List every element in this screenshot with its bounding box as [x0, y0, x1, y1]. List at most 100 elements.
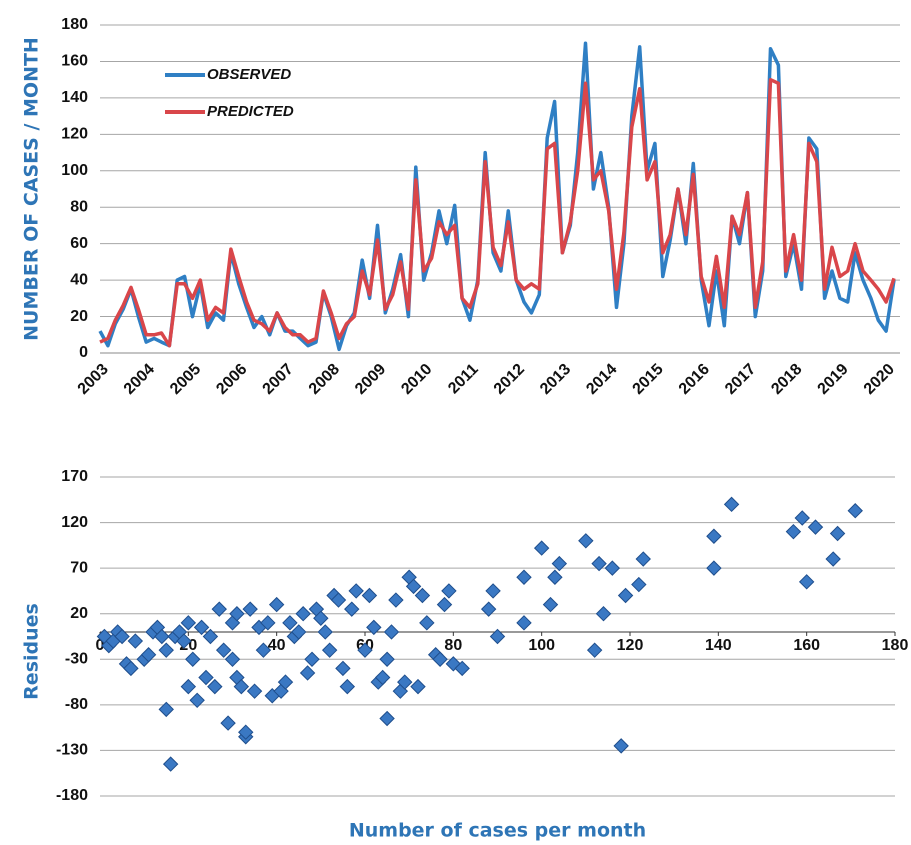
scatter-point	[794, 510, 810, 526]
scatter-point	[313, 610, 329, 626]
y-tick-label: -80	[65, 696, 88, 713]
scatter-point	[542, 596, 559, 613]
y-tick-label: 120	[61, 126, 88, 143]
scatter-point	[154, 628, 170, 645]
scatter-point	[379, 651, 395, 667]
scatter-point	[114, 628, 130, 645]
scatter-point	[123, 660, 139, 677]
scatter-point	[339, 678, 356, 695]
x-tick-label: 2020	[861, 361, 898, 398]
scatter-point	[410, 678, 426, 695]
scatter-point	[260, 615, 276, 631]
scatter-point	[140, 647, 157, 663]
scatter-point	[706, 560, 722, 576]
scatter-point	[366, 619, 382, 636]
scatter-point	[215, 642, 232, 658]
scatter-point	[723, 496, 740, 513]
scatter-point	[246, 683, 263, 699]
legend-label: OBSERVED	[207, 66, 291, 83]
scatter-point	[207, 678, 223, 695]
scatter-point	[485, 583, 501, 599]
scatter-point	[304, 651, 320, 667]
y-tick-label: 170	[61, 468, 88, 485]
scatter-point	[613, 738, 629, 754]
x-tick-label: 120	[617, 637, 644, 654]
scatter-point	[291, 624, 307, 640]
x-tick-label: 2013	[537, 361, 574, 398]
scatter-point	[829, 525, 846, 542]
y-tick-label: 180	[61, 16, 88, 33]
scatter-point	[220, 715, 236, 731]
scatter-point	[357, 642, 373, 658]
scatter-point	[374, 669, 391, 686]
scatter-point	[847, 503, 863, 519]
scatter-point	[330, 592, 347, 608]
scatter-point	[176, 633, 192, 649]
scatter-point	[224, 651, 241, 667]
x-tick-label: 2017	[722, 361, 759, 398]
scatter-point	[335, 660, 351, 677]
x-tick-label: 2012	[491, 361, 528, 398]
scatter-point	[432, 651, 448, 667]
y-tick-label: 100	[61, 162, 88, 179]
y-axis-title: NUMBER OF CASES / MONTH	[21, 37, 43, 341]
y-tick-label: 140	[61, 89, 88, 106]
scatter-point	[489, 628, 506, 645]
x-tick-label: 2007	[260, 361, 297, 398]
scatter-point	[807, 519, 824, 535]
scatter-point	[551, 555, 568, 572]
scatter-point	[238, 724, 254, 740]
y-tick-label: 40	[70, 271, 88, 288]
y-tick-label: 80	[70, 198, 88, 215]
scatter-point	[631, 576, 647, 593]
scatter-point	[344, 601, 360, 617]
scatter-point	[388, 592, 404, 608]
x-tick-label: 80	[444, 637, 462, 654]
scatter-point	[158, 642, 174, 658]
scatter-point	[202, 628, 219, 645]
x-tick-label: 2009	[352, 361, 389, 398]
scatter-point	[180, 678, 197, 695]
scatter-point	[516, 615, 532, 631]
scatter-point	[604, 560, 621, 576]
scatter-point	[578, 533, 594, 549]
scatter-point	[454, 660, 470, 677]
scatter-point	[299, 665, 316, 681]
x-tick-label: 2005	[167, 361, 204, 398]
scatter-point	[414, 587, 431, 604]
x-tick-label: 40	[268, 637, 286, 654]
data-line	[99, 77, 896, 348]
scatter-point	[436, 596, 453, 613]
scatter-point	[180, 615, 197, 631]
scatter-point	[383, 624, 400, 640]
scatter-point	[268, 596, 285, 613]
scatter-point	[706, 528, 722, 544]
scatter-point	[595, 606, 612, 622]
scatter-point	[586, 642, 603, 658]
x-tick-label: 0	[96, 637, 105, 654]
scatter-point	[480, 601, 497, 617]
x-tick-label: 2003	[75, 361, 112, 398]
scatter-point	[317, 624, 333, 640]
scatter-point	[198, 669, 214, 686]
x-tick-label: 2006	[213, 361, 250, 398]
y-tick-label: -130	[56, 742, 88, 759]
x-tick-label: 140	[705, 637, 732, 654]
scatter-point	[282, 615, 298, 631]
scatter-point	[516, 569, 532, 585]
scatter-point	[419, 615, 435, 631]
x-tick-label: 2010	[398, 361, 435, 398]
y-tick-label: 70	[70, 559, 88, 576]
scatter-point	[785, 523, 802, 540]
scatter-point	[321, 642, 338, 658]
x-tick-label: 2004	[121, 361, 158, 398]
y-tick-label: 20	[70, 308, 88, 325]
scatter-point	[127, 633, 144, 649]
scatter-point	[348, 583, 364, 599]
x-tick-label: 180	[882, 637, 909, 654]
x-tick-label: 2014	[583, 361, 620, 398]
scatter-point	[233, 678, 250, 695]
x-tick-label: 2018	[768, 361, 805, 398]
